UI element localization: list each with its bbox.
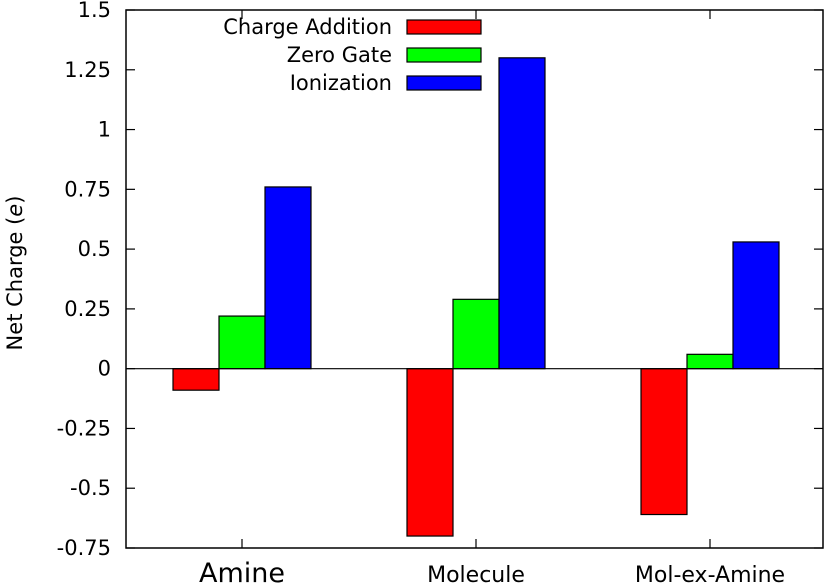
y-tick-label: -0.75 — [57, 536, 111, 560]
legend-swatch — [406, 75, 482, 91]
bar-charge-addition — [172, 368, 220, 391]
y-tick-label: -0.25 — [57, 416, 111, 440]
legend-label: Charge Addition — [223, 15, 392, 39]
bar-zero-gate — [686, 353, 734, 370]
bar-zero-gate — [218, 315, 266, 370]
legend-swatch — [406, 19, 482, 35]
y-tick-label: 0.5 — [78, 237, 111, 261]
y-tick-label: 1.5 — [78, 0, 111, 22]
y-tick-label: 0.25 — [64, 297, 111, 321]
x-tick-label: Molecule — [427, 563, 525, 584]
legend-label: Ionization — [290, 71, 392, 95]
y-tick-label: 0 — [98, 357, 111, 381]
x-tick-label: Amine — [199, 558, 285, 584]
bars-group — [172, 57, 780, 537]
y-axis-title-suffix: ) — [3, 196, 27, 204]
y-axis-title-prefix: Net Charge ( — [3, 217, 27, 351]
bar-ionization — [264, 186, 312, 370]
bar-ionization — [732, 241, 780, 370]
y-tick-label: 1.25 — [64, 58, 111, 82]
legend: Charge Addition Zero Gate Ionization — [223, 15, 482, 95]
bar-charge-addition — [406, 368, 454, 537]
legend-label: Zero Gate — [287, 43, 392, 67]
y-tick-label: 1 — [98, 118, 111, 142]
x-tick-labels: Amine Molecule Mol-ex-Amine — [199, 558, 785, 584]
x-tick-label: Mol-ex-Amine — [635, 563, 785, 584]
legend-swatch — [406, 47, 482, 63]
y-axis-title-unit: e — [3, 204, 27, 217]
plot-frame — [125, 9, 824, 549]
y-tick-label: -0.5 — [70, 476, 111, 500]
y-tick-group: -0.75 -0.5 -0.25 0 0.25 0.5 0.75 1 1.25 1.5 — [57, 0, 823, 560]
bar-ionization — [498, 57, 546, 370]
bar-charge-addition — [640, 368, 688, 516]
bar-zero-gate — [452, 298, 500, 370]
y-axis-title: Net Charge (e) — [3, 196, 27, 351]
y-tick-label: 0.75 — [64, 177, 111, 201]
